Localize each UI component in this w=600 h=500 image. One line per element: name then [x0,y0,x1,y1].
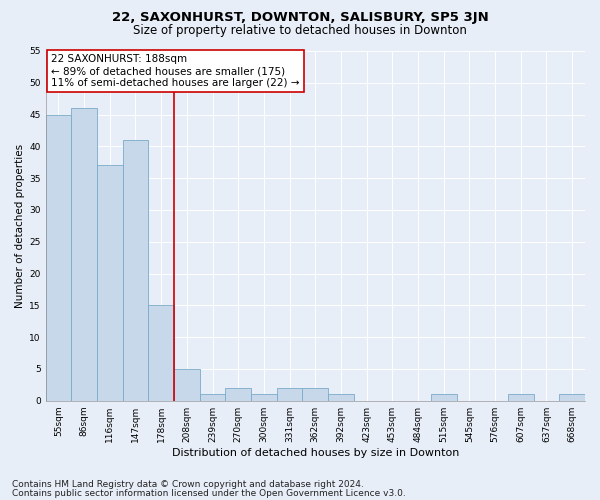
Y-axis label: Number of detached properties: Number of detached properties [15,144,25,308]
Bar [226,388,251,400]
Bar [508,394,533,400]
Text: Contains public sector information licensed under the Open Government Licence v3: Contains public sector information licen… [12,490,406,498]
Bar [148,306,174,400]
Text: Size of property relative to detached houses in Downton: Size of property relative to detached ho… [133,24,467,37]
Bar [71,108,97,401]
Bar [46,114,71,401]
Bar [302,388,328,400]
Bar [328,394,354,400]
Text: Contains HM Land Registry data © Crown copyright and database right 2024.: Contains HM Land Registry data © Crown c… [12,480,364,489]
Bar [122,140,148,400]
Bar [559,394,585,400]
Bar [251,394,277,400]
Text: 22 SAXONHURST: 188sqm
← 89% of detached houses are smaller (175)
11% of semi-det: 22 SAXONHURST: 188sqm ← 89% of detached … [51,54,299,88]
X-axis label: Distribution of detached houses by size in Downton: Distribution of detached houses by size … [172,448,459,458]
Bar [200,394,226,400]
Bar [431,394,457,400]
Bar [277,388,302,400]
Text: 22, SAXONHURST, DOWNTON, SALISBURY, SP5 3JN: 22, SAXONHURST, DOWNTON, SALISBURY, SP5 … [112,11,488,24]
Bar [97,166,122,400]
Bar [174,369,200,400]
